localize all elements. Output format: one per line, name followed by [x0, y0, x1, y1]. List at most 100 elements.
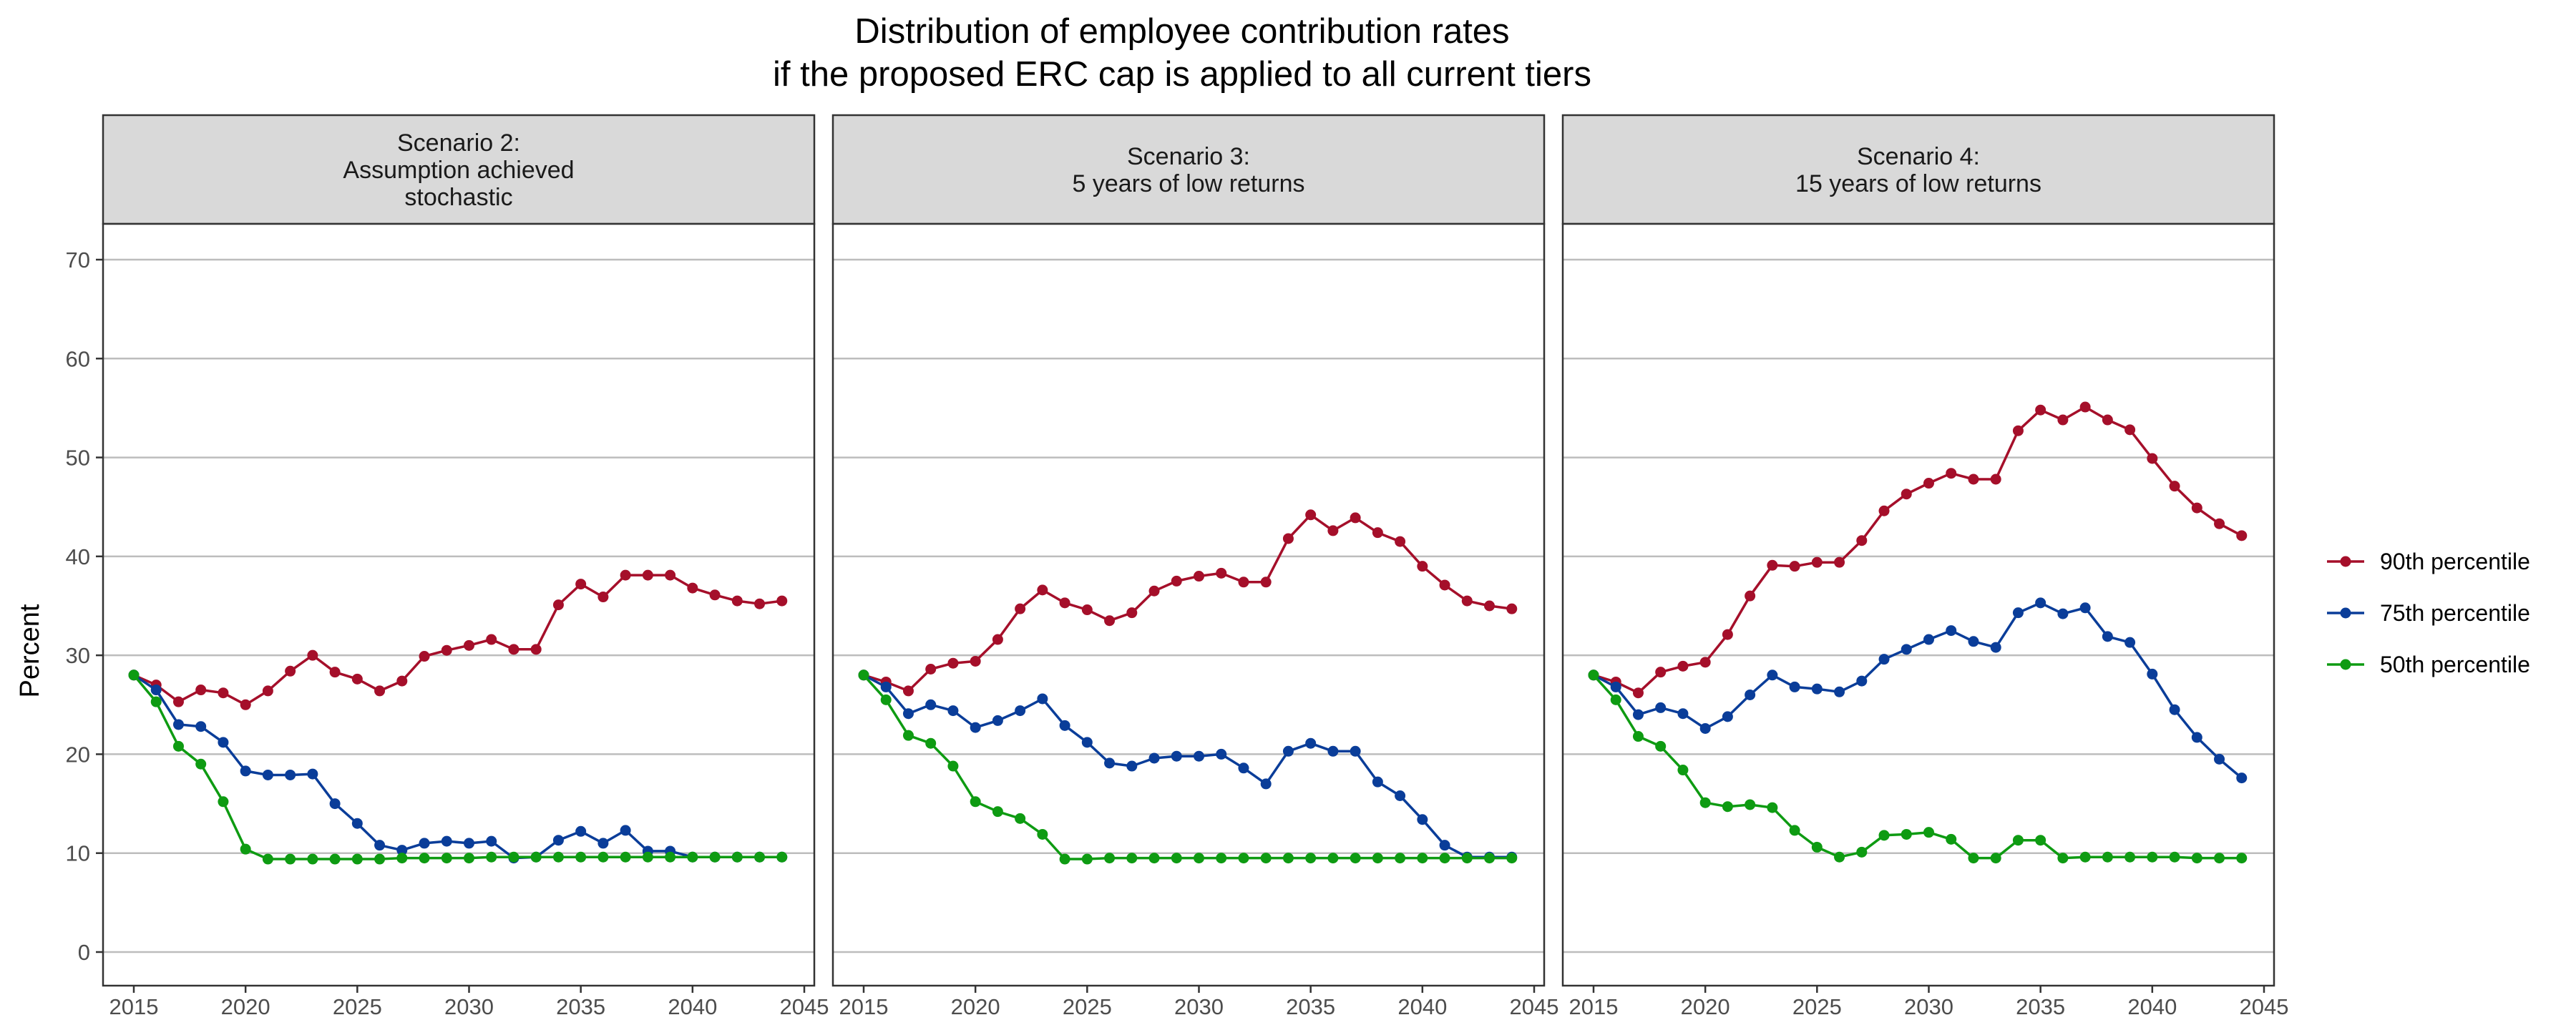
data-point [1439, 579, 1450, 591]
data-point [2035, 404, 2046, 416]
data-point [441, 853, 452, 864]
x-tick-label: 2035 [556, 994, 605, 1019]
data-point [464, 838, 474, 849]
data-point [1655, 667, 1667, 678]
data-point [1946, 625, 1957, 637]
data-point [441, 644, 452, 656]
legend-label: 75th percentile [2380, 600, 2530, 626]
data-point [992, 806, 1003, 818]
x-tick-label: 2030 [1174, 994, 1224, 1019]
data-point [262, 853, 273, 865]
data-point [2236, 530, 2248, 541]
x-tick-label: 2015 [839, 994, 889, 1019]
data-point [2012, 607, 2024, 619]
data-point [1372, 776, 1383, 788]
data-point [307, 649, 318, 661]
x-tick-label: 2020 [1681, 994, 1730, 1019]
data-point [1282, 853, 1294, 864]
data-point [597, 838, 609, 849]
panel-border [831, 222, 1546, 987]
y-tick-label: 30 [66, 643, 90, 668]
data-point [1305, 853, 1317, 864]
data-point [1632, 731, 1644, 742]
data-point [374, 840, 386, 851]
data-point [1461, 853, 1473, 864]
data-point [2169, 481, 2180, 492]
data-point [2124, 851, 2136, 863]
data-point [597, 592, 609, 603]
data-point [1327, 853, 1339, 864]
data-point [2147, 851, 2158, 863]
data-point [1417, 814, 1428, 825]
legend-label: 90th percentile [2380, 549, 2530, 574]
data-point [1238, 577, 1249, 588]
data-point [1059, 720, 1070, 731]
data-point [2191, 853, 2202, 864]
data-point [1037, 584, 1048, 596]
facet-panels: Scenario 2:Assumption achievedstochastic… [66, 114, 2288, 1019]
data-point [307, 853, 318, 865]
data-point [419, 838, 430, 849]
y-tick-label: 20 [66, 742, 90, 767]
data-point [2079, 401, 2091, 413]
data-point [1856, 675, 1868, 687]
chart-title: Distribution of employee contribution ra… [773, 12, 1591, 94]
y-tick-label: 0 [78, 940, 90, 965]
data-point [880, 681, 892, 692]
data-point [925, 664, 937, 675]
data-point [1677, 708, 1689, 720]
legend-item: 75th percentile [2327, 600, 2530, 626]
data-point [1901, 644, 1912, 655]
data-point [642, 569, 653, 581]
data-point [1439, 853, 1450, 864]
data-point [687, 582, 698, 594]
data-point [731, 595, 743, 607]
data-point [2035, 835, 2046, 846]
x-tick-label: 2025 [1792, 994, 1842, 1019]
data-point [2169, 851, 2180, 863]
data-point [2035, 597, 2046, 609]
data-point [1506, 603, 1518, 614]
data-point [1968, 853, 1979, 864]
data-point [2012, 425, 2024, 436]
data-point [575, 825, 587, 837]
data-point [195, 685, 207, 696]
data-point [285, 665, 296, 677]
data-point [552, 835, 564, 846]
legend-key-point [2340, 607, 2351, 619]
x-tick-label: 2040 [668, 994, 717, 1019]
data-point [396, 675, 408, 687]
data-point [1923, 634, 1934, 645]
data-point [1037, 693, 1048, 705]
data-point [1216, 748, 1227, 760]
data-point [128, 670, 140, 681]
data-point [240, 843, 251, 855]
data-point [1946, 833, 1957, 845]
data-point [1923, 478, 1934, 489]
data-point [329, 798, 341, 810]
data-point [262, 769, 273, 780]
data-point [218, 687, 229, 699]
data-point [620, 851, 631, 863]
data-point [1238, 853, 1249, 864]
panel-background [1563, 224, 2274, 986]
data-point [687, 851, 698, 863]
data-point [1081, 604, 1093, 616]
data-point [1484, 600, 1496, 612]
data-point [1677, 660, 1689, 672]
x-tick-label: 2035 [2016, 994, 2065, 1019]
data-point [2191, 732, 2202, 743]
data-point [396, 845, 408, 856]
data-point [1327, 745, 1339, 757]
data-point [1216, 853, 1227, 864]
data-point [575, 579, 587, 590]
data-point [1104, 757, 1116, 769]
data-point [1395, 853, 1406, 864]
data-point [464, 853, 474, 864]
data-point [1126, 760, 1138, 772]
data-point [1059, 853, 1070, 865]
chart-title-line: if the proposed ERC cap is applied to al… [773, 55, 1591, 94]
data-point [1350, 745, 1361, 757]
data-point [2102, 414, 2113, 426]
data-point [754, 851, 766, 863]
